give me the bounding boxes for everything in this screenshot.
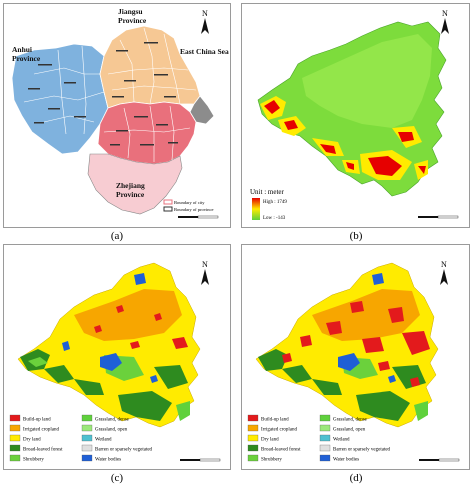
east-china-sea-label: East China Sea [180,47,229,56]
svg-text:N: N [202,260,208,269]
legend-label: Water bodies [333,458,359,463]
legend-label: Grassland, dense [333,418,368,423]
elevation-legend-title: Unit : meter [250,188,284,196]
legend-label: Water bodies [95,458,121,463]
legend-swatch [9,454,21,462]
legend-swatch [319,444,331,452]
legend-label: Grassland, open [95,428,128,433]
scale-bar [418,215,459,219]
svg-text:N: N [202,9,208,18]
panel-label-a: (a) [110,230,124,242]
jiangsu-label-line2: Province [118,16,147,25]
anhui-label: Anhui Province [12,45,41,63]
highland-patches [260,96,428,180]
panel-a-admin-map: Anhui Province Jiangsu Province East Chi… [3,3,231,228]
legend-swatch [247,434,259,442]
panel-d-landcover-map: N Build-up land Grassland, dense Irrigated… [241,244,470,470]
legend-swatch [81,414,93,422]
legend-label: Broad-leaved forest [23,448,63,453]
landcover-d-patches [258,273,430,421]
zhejiang-label-line2: Province [116,190,145,199]
legend-swatch [319,424,331,432]
legend-swatch [81,424,93,432]
svg-text:Boundary of province: Boundary of province [174,207,214,212]
zhejiang-label: Zhejiang Province [116,181,147,199]
elevation-low-label: Low : -143 [263,216,286,221]
panel-b-elevation-map: N Unit : meter High : 1749 Low : -143 [241,3,470,228]
scale-bar [419,458,460,462]
legend-label: Grassland, open [333,428,366,433]
legend-swatch [247,444,259,452]
legend-swatch [81,434,93,442]
elevation-plains [302,34,432,128]
landcover-c-legend: Build-up land Grassland, dense Irrigated c… [9,414,153,463]
legend-label: Build-up land [261,418,289,423]
legend-label: Build-up land [23,418,51,423]
legend-swatch [9,414,21,422]
city-label-marks [28,42,178,146]
landcover-d-legend: Build-up land Grassland, dense Irrigated c… [247,414,391,463]
legend-swatch [319,434,331,442]
landcover-c-patches [20,273,190,421]
legend-swatch [247,454,259,462]
panel-c-landcover-map: N Build-up land Grassland, dense Irrigated… [3,244,231,470]
legend-label: Shrubbery [23,458,44,463]
legend-label: Irrigated cropland [261,428,297,433]
legend-label: Barren or sparsely vegetated [95,448,153,453]
north-arrow-icon: N [441,9,449,34]
legend-swatch [81,454,93,462]
legend-swatch [9,424,21,432]
elevation-map-svg: N Unit : meter High : 1749 Low : -143 [250,9,459,221]
legend-swatch [319,454,331,462]
landcover-d-svg: N Build-up land Grassland, dense Irrigated… [247,260,460,463]
landcover-region [17,262,201,428]
anhui-label-line2: Province [12,54,41,63]
zhejiang-south-region [87,153,183,215]
legend-label: Grassland, dense [95,418,130,423]
north-arrow-icon: N [201,260,209,285]
legend-swatch [81,444,93,452]
legend-label: Barren or sparsely vegetated [333,448,391,453]
elevation-high-label: High : 1749 [263,200,287,205]
jiangsu-label-line1: Jiangsu [118,7,143,16]
legend-label: Wetland [95,438,112,443]
panel-label-b: (b) [349,230,363,242]
panel-label-c: (c) [110,472,124,484]
legend-label: Irrigated cropland [23,428,59,433]
legend-label: Dry land [261,438,279,443]
legend-swatch [247,414,259,422]
legend-swatch [9,434,21,442]
zhejiang-north-region [97,101,197,165]
svg-text:N: N [441,260,447,269]
legend-swatch [247,424,259,432]
legend-label: Broad-leaved forest [261,448,301,453]
admin-legend: Boundary of city Boundary of province [163,199,214,212]
scale-bar [178,215,219,219]
jiangsu-label: Jiangsu Province [118,7,147,25]
north-arrow-icon: N [440,260,448,285]
panel-label-d: (d) [349,472,363,484]
legend-swatch [9,444,21,452]
landcover-c-svg: N Build-up land Grassland, dense Irrigated… [9,260,221,463]
legend-label: Shrubbery [261,458,282,463]
legend-label: Wetland [333,438,350,443]
jiangsu-region [99,25,201,109]
scale-bar [180,458,221,462]
anhui-label-line1: Anhui [12,45,32,54]
elevation-color-ramp [252,198,260,220]
svg-text:Boundary of city: Boundary of city [174,200,205,205]
legend-label: Dry land [23,438,41,443]
legend-swatch [319,414,331,422]
zhejiang-label-line1: Zhejiang [116,181,145,190]
svg-text:N: N [442,9,448,18]
north-arrow-icon: N [201,9,209,34]
admin-map-svg: Anhui Province Jiangsu Province East Chi… [11,7,229,219]
